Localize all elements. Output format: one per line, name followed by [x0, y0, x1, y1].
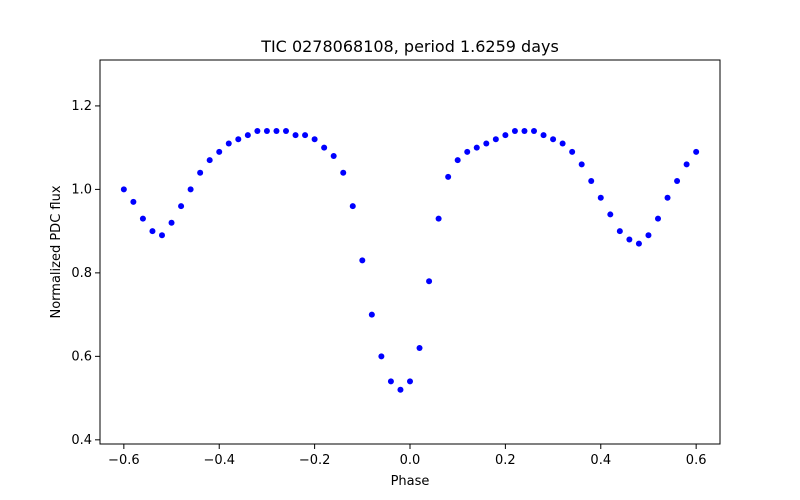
data-point [607, 211, 614, 218]
data-point [569, 148, 576, 155]
data-point [349, 203, 356, 210]
data-point [502, 132, 509, 139]
data-point [292, 132, 299, 139]
data-point [178, 203, 185, 210]
data-point [197, 169, 204, 176]
data-point [540, 132, 547, 139]
data-point [159, 232, 165, 239]
data-point [559, 140, 566, 147]
x-tick-label: 0.2 [495, 453, 516, 468]
x-axis-label: Phase [391, 474, 430, 489]
data-point [283, 127, 289, 134]
data-point [426, 278, 433, 285]
y-tick-label: 1.0 [71, 182, 92, 197]
data-point [511, 127, 518, 134]
y-tick-label: 0.6 [71, 349, 92, 364]
x-tick-label: −0.4 [203, 453, 235, 468]
data-point [416, 345, 423, 351]
data-point [635, 240, 642, 247]
data-point [387, 378, 394, 385]
data-point [378, 353, 385, 360]
data-point [139, 215, 146, 222]
data-point [531, 127, 537, 134]
x-axis: −0.6 −0.4 −0.2 0.0 0.2 0.4 0.6 [108, 444, 706, 468]
data-point [645, 232, 652, 239]
data-point [693, 148, 700, 155]
data-point [254, 127, 261, 134]
data-point [244, 132, 251, 139]
data-point [187, 186, 194, 193]
data-point [263, 127, 270, 134]
data-point [225, 140, 232, 147]
data-point [235, 136, 242, 143]
y-axis: 0.4 0.6 0.8 1.0 1.2 [71, 99, 100, 448]
data-point [120, 186, 127, 193]
data-point [483, 140, 490, 147]
data-point [407, 378, 413, 385]
data-point [435, 215, 442, 222]
data-point [302, 132, 309, 139]
data-point [492, 136, 499, 143]
data-point [149, 228, 156, 235]
data-points-layer [120, 127, 700, 393]
data-point [578, 161, 585, 168]
data-point [664, 194, 671, 201]
data-point [674, 178, 681, 185]
data-point [521, 127, 528, 134]
data-point [216, 148, 223, 155]
plot-area-frame [99, 59, 721, 445]
data-point [397, 386, 404, 393]
data-point [330, 153, 337, 159]
data-point [473, 144, 480, 151]
data-point [588, 178, 595, 185]
chart-title: TIC 0278068108, period 1.6259 days [260, 37, 559, 56]
x-tick-label: −0.2 [299, 453, 331, 468]
x-tick-label: 0.6 [686, 453, 707, 468]
y-tick-label: 0.4 [71, 433, 92, 448]
data-point [445, 173, 452, 180]
data-point [464, 148, 471, 155]
data-point [597, 194, 604, 201]
data-point [683, 161, 690, 168]
y-axis-label: Normalized PDC flux [49, 185, 64, 318]
data-point [616, 228, 623, 235]
y-tick-label: 1.2 [71, 99, 92, 114]
data-point [655, 215, 661, 222]
data-point [550, 136, 557, 143]
data-point [368, 311, 375, 318]
data-point [359, 257, 366, 264]
x-tick-label: 0.4 [590, 453, 611, 468]
data-point [206, 157, 213, 164]
data-point [311, 136, 318, 143]
y-tick-label: 0.8 [71, 266, 92, 281]
data-point [130, 198, 137, 205]
data-point [454, 157, 461, 164]
data-point [273, 127, 280, 134]
data-point [626, 236, 633, 243]
data-point [168, 219, 175, 226]
x-tick-label: −0.6 [108, 453, 140, 468]
data-point [321, 144, 328, 151]
x-tick-label: 0.0 [400, 453, 421, 468]
data-point [340, 169, 347, 176]
